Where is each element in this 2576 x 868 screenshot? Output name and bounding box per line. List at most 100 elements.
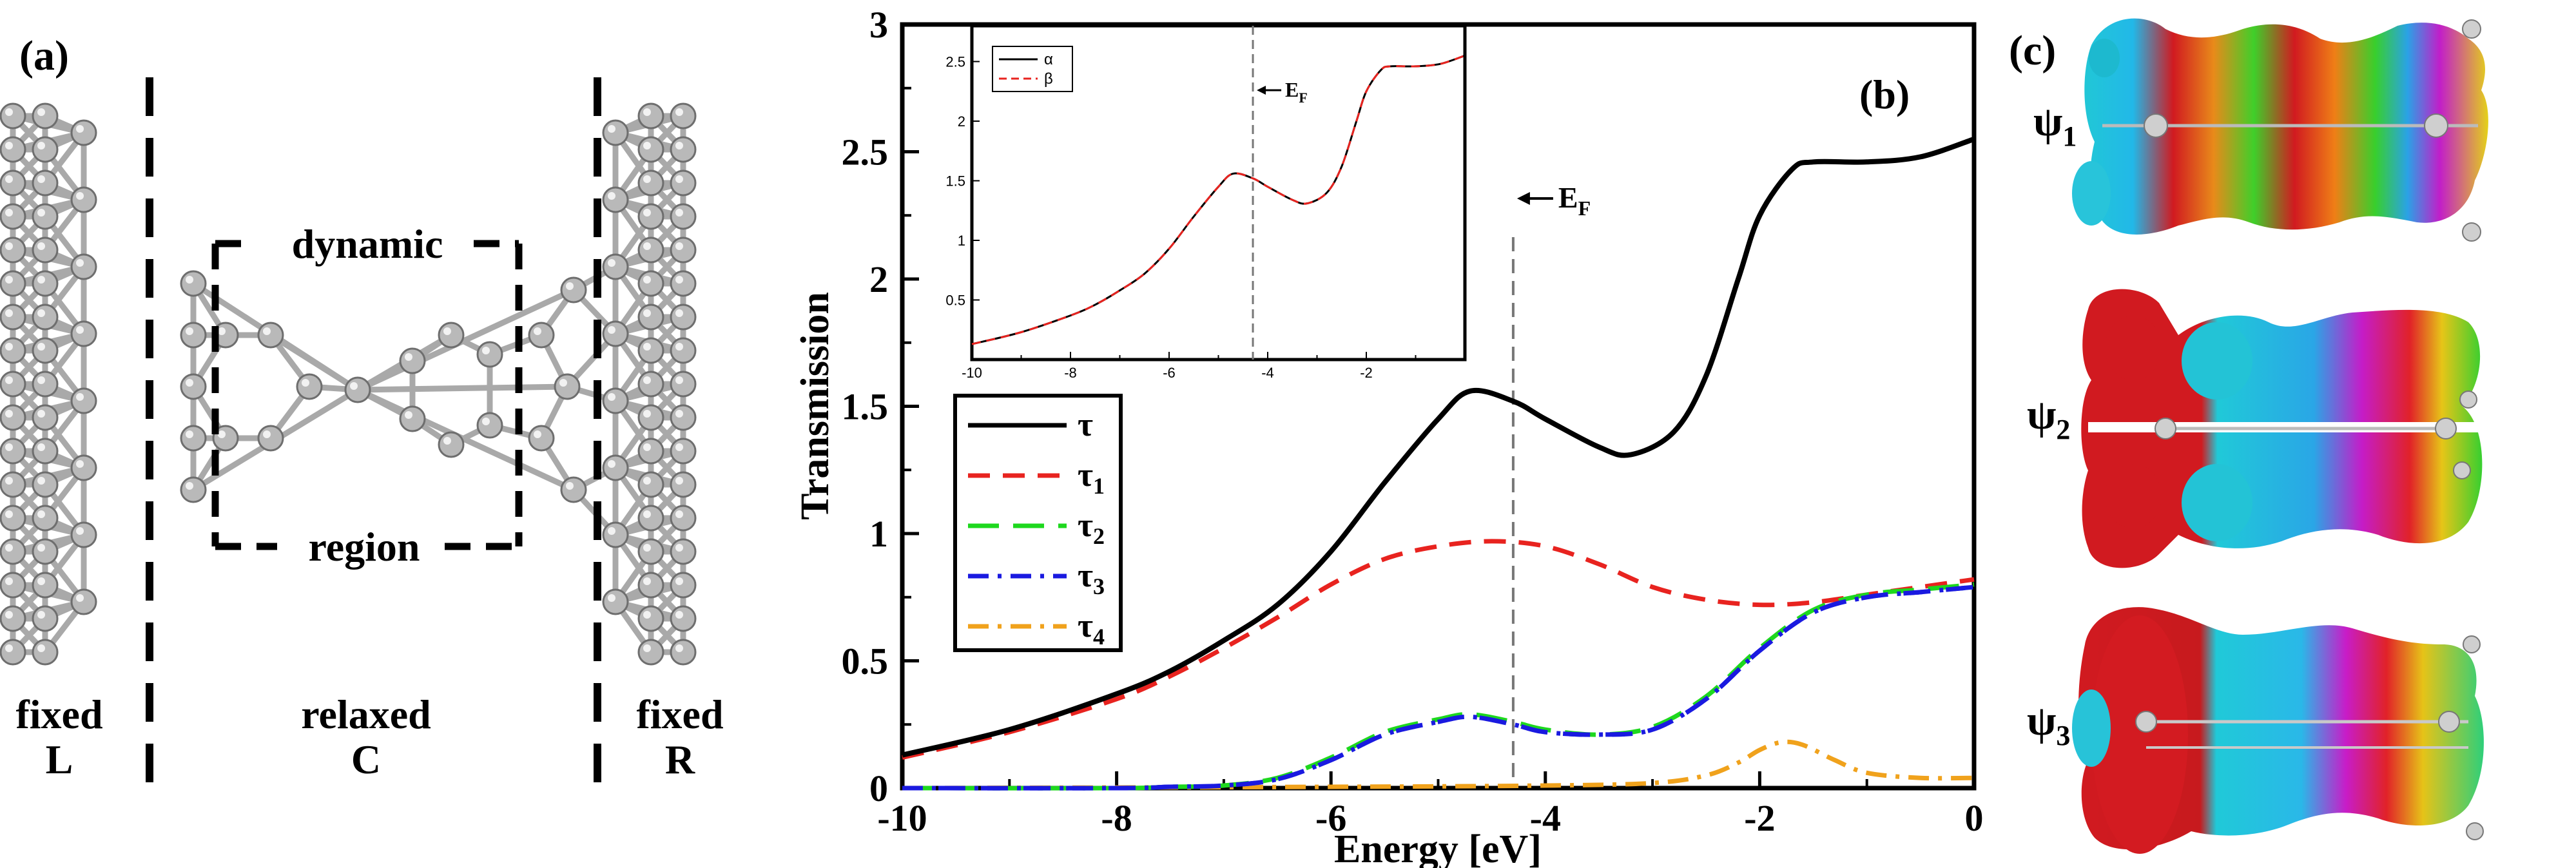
- atom-highlight: [37, 477, 45, 485]
- atom-highlight: [76, 393, 84, 401]
- atom-highlight: [5, 477, 13, 485]
- atom: [70, 521, 97, 548]
- atom-highlight: [643, 510, 651, 518]
- atom-highlight: [405, 353, 412, 361]
- atom: [0, 304, 26, 331]
- atom: [32, 136, 59, 163]
- atom: [637, 605, 664, 632]
- atom-highlight: [643, 410, 651, 418]
- atom-highlight: [37, 510, 45, 518]
- atom: [399, 405, 426, 432]
- orbital-psi1-isosurface: [2072, 18, 2488, 242]
- atom-highlight: [5, 309, 13, 317]
- atom: [257, 322, 284, 349]
- atom-highlight: [643, 175, 651, 183]
- atom-highlight: [675, 644, 683, 652]
- atom: [637, 169, 664, 197]
- y-tick-label: 3: [869, 4, 888, 46]
- inset-legend: αβ: [992, 46, 1073, 92]
- atom: [637, 438, 664, 465]
- series-line-tau4: [902, 739, 1975, 791]
- legend-box: [953, 394, 1123, 652]
- atom: [528, 322, 555, 349]
- atom-highlight: [675, 343, 683, 351]
- atom-highlight: [566, 282, 574, 290]
- y-tick-label: 1: [869, 513, 888, 555]
- atom: [670, 471, 697, 498]
- y-tick-label: 2.5: [842, 131, 889, 173]
- atom: [32, 337, 59, 364]
- atom-highlight: [76, 326, 84, 334]
- inset-fermi-annotation: EF: [1285, 78, 1308, 106]
- atom-highlight: [608, 125, 615, 133]
- atom-highlight: [5, 343, 13, 351]
- atom-highlight: [218, 327, 226, 335]
- atom: [0, 538, 26, 565]
- atom-highlight: [675, 309, 683, 317]
- psi2-label: ψ2: [2027, 391, 2070, 445]
- atom: [70, 320, 97, 347]
- atom: [257, 425, 284, 452]
- atom-highlight: [37, 343, 45, 351]
- atom: [637, 471, 664, 498]
- atom-highlight: [643, 544, 651, 552]
- atom: [70, 253, 97, 280]
- atom-highlight: [608, 326, 615, 334]
- atom: [0, 438, 26, 465]
- atom: [32, 102, 59, 130]
- y-tick-label: 1.5: [842, 386, 889, 428]
- region-bottom-label: region: [308, 524, 420, 570]
- atom-highlight: [37, 209, 45, 217]
- atom: [32, 304, 59, 331]
- psi1-label: ψ1: [2033, 98, 2077, 152]
- atom: [70, 387, 97, 414]
- legend-label-tau4: τ4: [1078, 608, 1105, 650]
- inset-y-tick-label: 2: [958, 113, 965, 130]
- series-line-tau: [902, 137, 1975, 758]
- atom: [554, 373, 581, 400]
- atom: [70, 588, 97, 615]
- atom: [670, 169, 697, 197]
- y-tick-label: 0.5: [842, 641, 889, 682]
- psi3-label: ψ3: [2027, 697, 2070, 751]
- atom-highlight: [5, 644, 13, 652]
- atom-highlight: [76, 192, 84, 200]
- series-line-tau1: [902, 539, 1975, 760]
- atom: [670, 505, 697, 532]
- atom: [70, 186, 97, 213]
- atom-highlight: [76, 594, 84, 602]
- atom-highlight: [643, 577, 651, 585]
- inset-y-tick-label: 2.5: [945, 54, 965, 70]
- y-axis-label: Transmission: [793, 292, 837, 520]
- legend-label-tau3: τ3: [1078, 557, 1105, 599]
- atom-highlight: [5, 611, 13, 619]
- atom: [0, 203, 26, 230]
- relaxed-label: relaxed: [301, 691, 431, 737]
- atom: [0, 236, 26, 264]
- atom-highlight: [263, 327, 271, 335]
- atom-highlight: [5, 142, 13, 149]
- atom-highlight: [5, 577, 13, 585]
- y-tick-label: 0: [869, 767, 888, 809]
- atom-highlight: [643, 376, 651, 384]
- atom-highlight: [675, 544, 683, 552]
- atom-highlight: [5, 443, 13, 451]
- legend-label-tau2: τ2: [1078, 507, 1105, 549]
- atom-highlight: [643, 611, 651, 619]
- x-tick-label: -6: [1315, 797, 1346, 839]
- atom: [0, 471, 26, 498]
- atom-highlight: [37, 175, 45, 183]
- atom-highlight: [566, 482, 574, 490]
- main-series-group: [902, 137, 1975, 791]
- atom: [637, 404, 664, 431]
- atom-highlight: [675, 577, 683, 585]
- series-line-tau3: [902, 584, 1975, 791]
- atom-highlight: [643, 209, 651, 217]
- atom-highlight: [675, 175, 683, 183]
- atom: [637, 572, 664, 599]
- atom-highlight: [643, 276, 651, 284]
- atom: [344, 376, 371, 403]
- atom-highlight: [186, 276, 193, 284]
- orbital-psi2-isosurface: [2081, 289, 2483, 568]
- atom-highlight: [37, 443, 45, 451]
